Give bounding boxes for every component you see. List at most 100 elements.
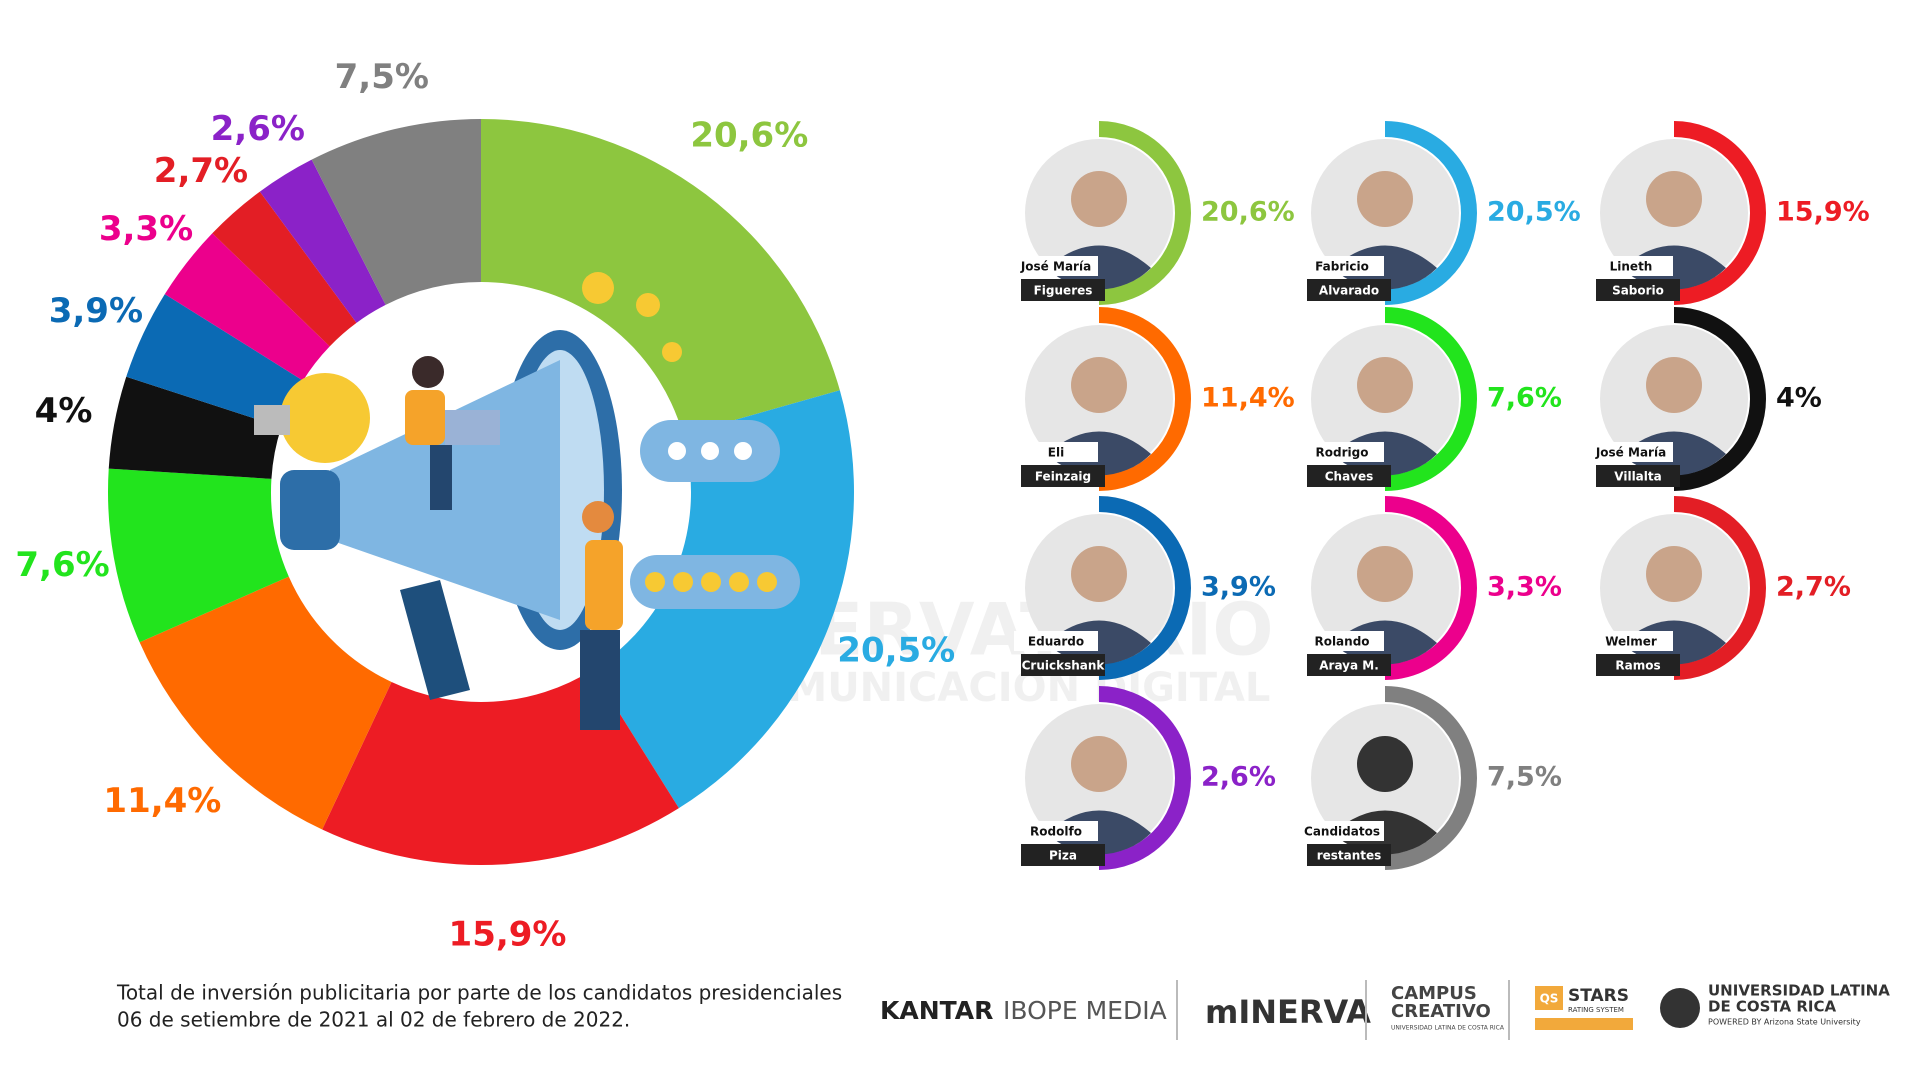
donut-segment bbox=[164, 233, 330, 381]
card-ring bbox=[1673, 307, 1766, 491]
logo-ulatina: POWERED BY Arizona State University bbox=[1708, 1018, 1861, 1027]
last-name: Ramos bbox=[1615, 659, 1660, 673]
logo-ulatina: UNIVERSIDAD LATINA bbox=[1708, 982, 1890, 1000]
photo-head bbox=[1071, 357, 1127, 413]
first-name: Welmer bbox=[1605, 635, 1657, 649]
first-name-box bbox=[1300, 442, 1384, 462]
first-name-box bbox=[1589, 631, 1673, 651]
last-name: restantes bbox=[1317, 849, 1382, 863]
first-name-box bbox=[1300, 256, 1384, 276]
first-name: José María bbox=[1595, 446, 1666, 460]
first-name-box bbox=[1014, 631, 1098, 651]
first-name: Eduardo bbox=[1028, 635, 1084, 649]
first-name: Fabricio bbox=[1315, 260, 1369, 274]
segment-label: 11,4% bbox=[103, 781, 221, 821]
card-ring bbox=[1098, 307, 1191, 491]
first-name-box bbox=[1014, 256, 1098, 276]
photo-head bbox=[1071, 736, 1127, 792]
last-name: Villalta bbox=[1614, 470, 1661, 484]
candidate-share: 11,4% bbox=[1201, 383, 1295, 414]
logo-campus: CAMPUS bbox=[1391, 983, 1477, 1004]
photo-head bbox=[1071, 171, 1127, 227]
donut-segment bbox=[139, 576, 392, 830]
donut-segment bbox=[126, 294, 303, 428]
illustration bbox=[254, 272, 800, 730]
candidate-share: 2,7% bbox=[1776, 572, 1851, 603]
segment-label: 7,5% bbox=[335, 57, 429, 97]
logo-kantar: KANTAR bbox=[880, 996, 993, 1025]
photo-head bbox=[1646, 546, 1702, 602]
photo-head bbox=[1071, 546, 1127, 602]
candidate-share: 15,9% bbox=[1776, 197, 1870, 228]
card-ring bbox=[1098, 121, 1191, 305]
logo-qs: STARS bbox=[1568, 986, 1629, 1006]
candidate-card: Welmer Ramos 2,7% bbox=[1589, 496, 1851, 680]
photo-head bbox=[1357, 171, 1413, 227]
first-name: Lineth bbox=[1610, 260, 1653, 274]
candidate-card: Rodolfo Piza 2,6% bbox=[1014, 686, 1276, 870]
last-name: Feinzaig bbox=[1035, 470, 1091, 484]
last-name-box bbox=[1596, 465, 1680, 487]
logo-campus: CREATIVO bbox=[1391, 1001, 1491, 1022]
last-name: Cruickshank bbox=[1022, 659, 1106, 673]
last-name-box bbox=[1021, 465, 1105, 487]
first-name: Rolando bbox=[1314, 635, 1369, 649]
donut-segment bbox=[107, 468, 289, 643]
candidate-share: 20,6% bbox=[1201, 197, 1295, 228]
card-ring bbox=[1384, 686, 1477, 870]
first-name: Candidatos bbox=[1304, 825, 1380, 839]
donut-segment bbox=[108, 376, 282, 479]
footer-line: 06 de setiembre de 2021 al 02 de febrero… bbox=[117, 1008, 630, 1032]
donut-segment bbox=[481, 119, 840, 435]
last-name: Figueres bbox=[1034, 284, 1093, 298]
card-ring bbox=[1098, 496, 1191, 680]
donut-segment bbox=[259, 159, 386, 323]
first-name-box bbox=[1014, 821, 1098, 841]
segment-label: 3,3% bbox=[99, 209, 193, 249]
last-name-box bbox=[1021, 844, 1105, 866]
first-name-box bbox=[1589, 256, 1673, 276]
segment-label: 20,5% bbox=[837, 630, 955, 670]
segment-label: 4% bbox=[35, 391, 93, 431]
last-name-box bbox=[1307, 279, 1391, 301]
last-name: Chaves bbox=[1325, 470, 1374, 484]
last-name-box bbox=[1021, 279, 1105, 301]
card-ring bbox=[1673, 121, 1766, 305]
card-ring bbox=[1384, 121, 1477, 305]
first-name: José María bbox=[1020, 260, 1091, 274]
first-name-box bbox=[1589, 442, 1673, 462]
segment-label: 2,7% bbox=[154, 151, 248, 191]
last-name-box bbox=[1021, 654, 1105, 676]
photo-head bbox=[1357, 546, 1413, 602]
segment-label: 2,6% bbox=[211, 109, 305, 149]
photo-head bbox=[1357, 736, 1413, 792]
last-name: Piza bbox=[1049, 849, 1077, 863]
segment-label: 15,9% bbox=[449, 915, 567, 955]
candidate-share: 3,9% bbox=[1201, 572, 1276, 603]
candidate-card: Eli Feinzaig 11,4% bbox=[1014, 307, 1295, 491]
segment-label: 3,9% bbox=[49, 291, 143, 331]
candidate-card: Candidatos restantes 7,5% bbox=[1300, 686, 1562, 870]
candidate-share: 7,6% bbox=[1487, 383, 1562, 414]
candidate-share: 4% bbox=[1776, 383, 1822, 414]
first-name-box bbox=[1300, 631, 1384, 651]
first-name-box bbox=[1300, 821, 1384, 841]
candidate-card: Rodrigo Chaves 7,6% bbox=[1300, 307, 1562, 491]
candidate-card: José María Villalta 4% bbox=[1589, 307, 1822, 491]
donut-segment bbox=[212, 191, 357, 347]
photo-head bbox=[1646, 357, 1702, 413]
photo-head bbox=[1646, 171, 1702, 227]
card-ring bbox=[1673, 496, 1766, 680]
footer-line: Total de inversión publicitaria por part… bbox=[116, 981, 842, 1005]
logo-qs: QS bbox=[1540, 992, 1559, 1006]
card-ring bbox=[1384, 307, 1477, 491]
segment-label: 20,6% bbox=[690, 115, 808, 155]
candidate-card: Eduardo Cruickshank 3,9% bbox=[1014, 496, 1276, 680]
candidate-card: Lineth Saborio 15,9% bbox=[1589, 121, 1870, 305]
card-ring bbox=[1098, 686, 1191, 870]
first-name: Rodolfo bbox=[1030, 825, 1082, 839]
last-name: Araya M. bbox=[1319, 659, 1379, 673]
candidate-share: 7,5% bbox=[1487, 762, 1562, 793]
donut-segment bbox=[311, 119, 481, 305]
